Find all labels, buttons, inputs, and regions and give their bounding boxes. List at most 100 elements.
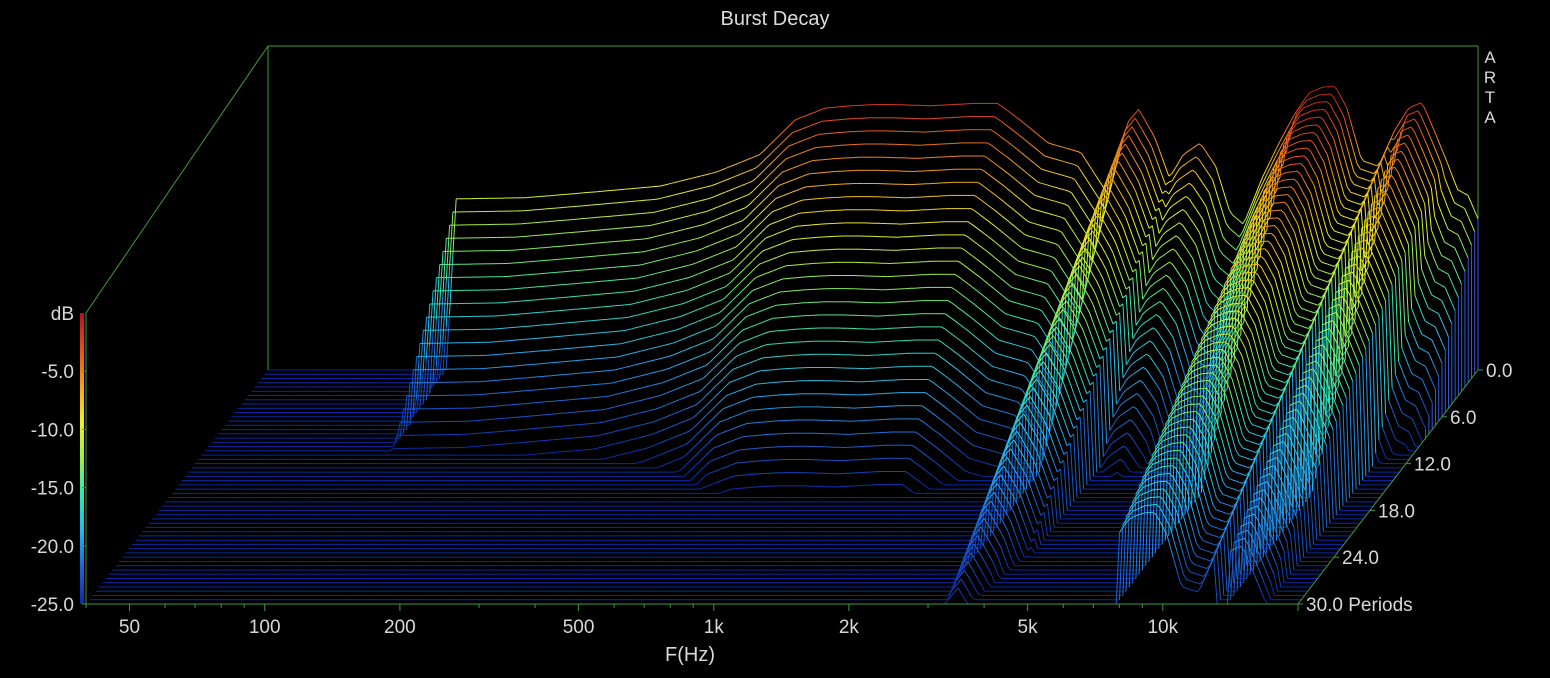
decay-slice-segment — [1464, 208, 1469, 217]
decay-slice-segment — [1374, 200, 1379, 203]
decay-slice-segment — [1084, 158, 1089, 164]
decay-slice-segment — [1128, 149, 1133, 156]
decay-slice-segment — [1188, 216, 1194, 223]
decay-slice-segment — [1430, 122, 1435, 131]
decay-slice-segment — [1138, 152, 1143, 159]
decay-slice-segment — [708, 244, 713, 247]
decay-slice-segment — [1198, 232, 1204, 244]
decay-slice-segment — [1007, 204, 1012, 209]
decay-slice-segment — [1161, 190, 1166, 194]
decay-slice-segment — [1044, 169, 1049, 172]
decay-slice-segment — [1417, 123, 1422, 132]
decay-slice-segment — [997, 165, 1002, 169]
decay-slice-segment — [651, 211, 655, 214]
decay-slice-segment — [987, 267, 992, 272]
decay-slice-segment — [1118, 175, 1123, 182]
decay-slice-segment — [1128, 193, 1133, 201]
decay-slice-segment — [1007, 141, 1012, 145]
decay-slice-segment — [1252, 208, 1257, 217]
decay-slice-segment — [1171, 182, 1177, 189]
decay-slice-segment — [1225, 199, 1230, 211]
decay-slice-segment — [1296, 115, 1301, 121]
decay-slice-segment — [1404, 187, 1409, 196]
decay-slice-segment — [751, 155, 756, 159]
decay-slice-segment — [1172, 318, 1177, 325]
decay-slice-segment — [1343, 194, 1348, 201]
decay-slice-segment — [1222, 188, 1227, 200]
decay-slice-segment — [722, 274, 726, 277]
decay-slice-segment — [1168, 180, 1173, 183]
decay-slice-segment — [718, 169, 722, 172]
decay-slice-segment — [1182, 185, 1187, 189]
decay-slice-segment — [1084, 213, 1089, 219]
decay-slice-segment — [702, 294, 706, 297]
decay-slice-segment — [1074, 179, 1079, 186]
decay-slice-segment — [1111, 207, 1117, 214]
decay-slice-segment — [1381, 184, 1385, 187]
decay-slice-segment — [1307, 200, 1312, 214]
decay-slice-segment — [758, 240, 764, 245]
decay-slice-segment — [1339, 109, 1345, 117]
decay-slice-segment — [1178, 238, 1184, 244]
decay-slice-segment — [1132, 268, 1137, 273]
decay-slice-segment — [678, 315, 683, 318]
decay-slice-segment — [698, 175, 702, 178]
decay-slice-segment — [1474, 210, 1479, 219]
decay-slice-segment — [1054, 276, 1060, 283]
decay-slice-segment — [1286, 132, 1291, 138]
decay-slice-segment — [638, 301, 642, 303]
decay-slice-segment — [1007, 125, 1012, 130]
decay-slice-segment — [1410, 155, 1416, 164]
decay-slice-segment — [1175, 251, 1180, 257]
decay-slice-segment — [718, 263, 723, 267]
decay-slice-segment — [1151, 183, 1157, 194]
decay-slice-segment — [1232, 230, 1237, 235]
decay-slice-segment — [1148, 225, 1153, 229]
decay-slice-segment — [1189, 253, 1194, 259]
decay-slice-segment — [749, 279, 754, 284]
decay-slice-segment — [983, 155, 988, 159]
decay-slice-segment — [1115, 156, 1120, 162]
decay-slice-segment — [688, 214, 692, 217]
decay-slice-segment — [668, 293, 673, 296]
decay-slice-segment — [1205, 277, 1211, 290]
decay-slice-segment — [1098, 227, 1104, 235]
decay-slice-segment — [1269, 161, 1274, 170]
decay-slice-segment — [1414, 317, 1419, 327]
decay-slice-segment — [748, 211, 753, 216]
decay-slice-segment — [1327, 213, 1332, 226]
decay-slice-segment — [1236, 293, 1241, 301]
decay-slice-segment — [819, 120, 823, 123]
decay-slice-segment — [1118, 234, 1124, 245]
decay-slice-segment — [1141, 173, 1147, 184]
decay-slice-segment — [1397, 150, 1402, 154]
decay-slice-segment — [1155, 268, 1160, 272]
decay-slice-segment — [1198, 143, 1203, 147]
decay-slice-segment — [1444, 271, 1449, 275]
decay-slice-segment — [671, 305, 676, 307]
decay-slice-segment — [1152, 292, 1157, 296]
decay-slice-segment — [779, 254, 784, 257]
decay-slice-segment — [1105, 210, 1110, 217]
decay-slice-segment — [974, 210, 979, 214]
decay-slice-segment — [1265, 168, 1271, 176]
decay-slice-segment — [1044, 268, 1049, 271]
decay-slice-segment — [1088, 221, 1093, 227]
decay-slice-segment — [1105, 187, 1110, 193]
decay-slice-segment — [1085, 230, 1090, 236]
decay-slice-segment — [1303, 125, 1308, 128]
decay-slice-segment — [1400, 136, 1405, 139]
decay-slice-segment — [1168, 215, 1173, 220]
decay-slice-segment — [1074, 216, 1079, 222]
decay-slice-segment — [1031, 250, 1036, 253]
decay-slice-segment — [1394, 145, 1399, 148]
decay-slice-segment — [997, 228, 1002, 232]
decay-slice-segment — [1185, 196, 1190, 200]
decay-slice-segment — [1320, 229, 1325, 242]
decay-slice-segment — [1447, 207, 1452, 217]
decay-slice-segment — [1148, 126, 1153, 133]
decay-slice-segment — [678, 241, 682, 244]
decay-slice-segment — [1024, 234, 1029, 237]
decay-slice-segment — [658, 320, 663, 323]
decay-slice-segment — [1131, 217, 1137, 228]
